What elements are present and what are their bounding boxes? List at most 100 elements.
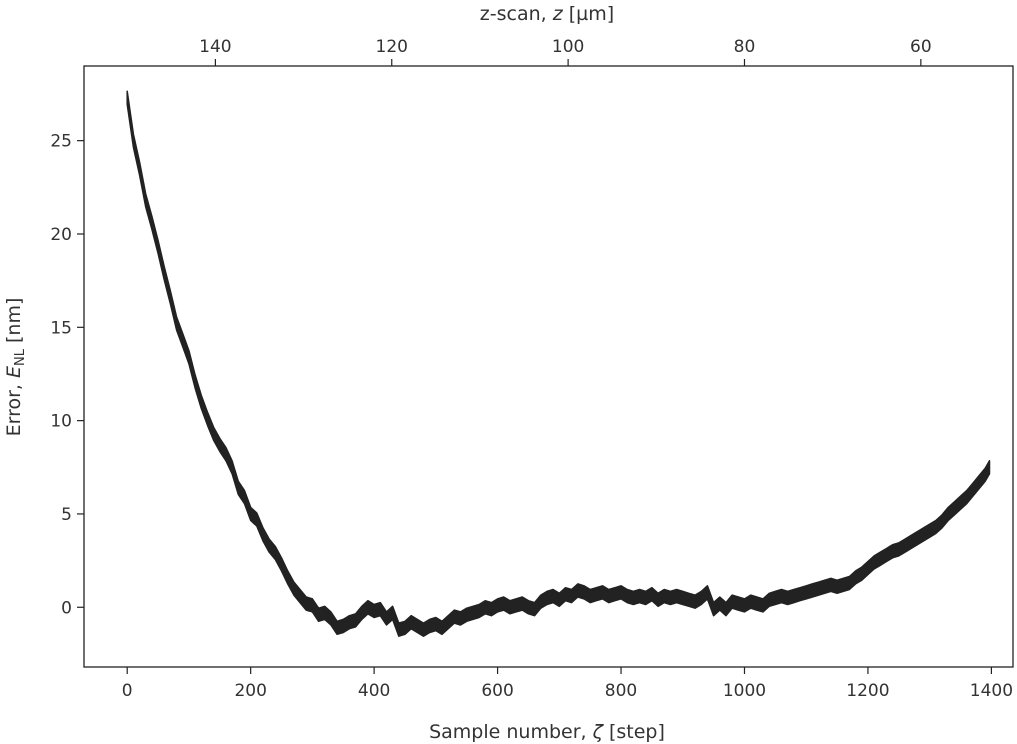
- top-x-tick-label: 80: [734, 37, 756, 57]
- data-point: [793, 595, 795, 597]
- data-point: [151, 222, 153, 224]
- data-point: [527, 606, 530, 608]
- data-point: [780, 595, 783, 597]
- data-point: [966, 496, 968, 498]
- data-point: [472, 612, 474, 614]
- data-point: [731, 601, 733, 603]
- data-point: [898, 548, 900, 551]
- data-point: [743, 604, 746, 607]
- data-point: [651, 593, 653, 595]
- series-layer: [126, 90, 991, 637]
- data-point: [231, 466, 233, 468]
- data-point: [922, 533, 925, 536]
- bottom-x-axis: 0 200 400 600 800 1000 1200 1400: [122, 667, 1013, 701]
- data-point: [540, 601, 542, 603]
- data-point: [916, 537, 918, 539]
- plot-frame: [83, 65, 1014, 668]
- y-tick-label: 20: [50, 225, 72, 245]
- data-point: [243, 496, 246, 498]
- data-point: [706, 591, 709, 593]
- data-point: [929, 530, 931, 532]
- data-point: [632, 597, 635, 599]
- data-point: [577, 589, 579, 592]
- data-point: [429, 625, 431, 627]
- y-tick-label: 15: [50, 318, 72, 338]
- data-point: [830, 584, 832, 586]
- top-x-tick-label: 120: [376, 37, 408, 57]
- data-point: [818, 588, 820, 590]
- data-point: [626, 595, 628, 597]
- top-x-axis-label: z-scan, z [µm]: [480, 3, 614, 25]
- data-point: [256, 518, 258, 521]
- data-point: [571, 595, 573, 597]
- data-point: [855, 576, 857, 579]
- data-point: [157, 246, 159, 248]
- data-point: [867, 567, 869, 569]
- data-point: [280, 563, 283, 565]
- data-point: [534, 608, 536, 610]
- data-point: [589, 595, 591, 597]
- data-point: [910, 541, 912, 543]
- data-point: [558, 599, 560, 601]
- data-point: [348, 621, 350, 623]
- data-point: [459, 617, 462, 620]
- data-point: [638, 595, 641, 597]
- data-point: [848, 582, 851, 584]
- data-point: [984, 474, 986, 476]
- data-point: [398, 629, 400, 631]
- data-point: [663, 595, 665, 597]
- data-point: [447, 621, 449, 623]
- data-point: [583, 591, 585, 593]
- data-point: [139, 168, 141, 170]
- data-point: [250, 513, 252, 515]
- data-point: [416, 625, 418, 627]
- data-point: [441, 627, 443, 629]
- data-point: [836, 586, 838, 588]
- data-point: [601, 591, 604, 593]
- data-point: [688, 599, 690, 601]
- x-tick-label: 0: [122, 681, 133, 701]
- data-point: [466, 614, 468, 616]
- x-tick-label: 200: [234, 681, 266, 701]
- data-point: [756, 602, 758, 605]
- data-point: [657, 599, 659, 601]
- y-tick-label: 10: [50, 412, 72, 432]
- data-point: [614, 593, 616, 595]
- data-point: [768, 599, 770, 601]
- data-point: [552, 595, 554, 597]
- data-point: [805, 591, 807, 593]
- data-point: [318, 614, 320, 616]
- y-tick-label: 0: [61, 598, 72, 618]
- top-x-tick-label: 140: [199, 37, 231, 57]
- x-tick-label: 800: [605, 681, 637, 701]
- y-tick-label: 5: [61, 505, 72, 525]
- data-point: [892, 550, 894, 552]
- data-point: [293, 588, 295, 590]
- data-point: [200, 401, 202, 403]
- data-point: [435, 623, 437, 625]
- x-axis-label: Sample number, ζ [step]: [429, 721, 665, 743]
- x-tick-label: 400: [358, 681, 390, 701]
- top-x-tick-label: 100: [552, 37, 584, 57]
- data-point: [392, 612, 394, 614]
- data-point: [676, 595, 678, 597]
- data-point: [885, 554, 888, 556]
- data-point: [484, 606, 486, 608]
- data-point: [811, 589, 814, 592]
- data-point: [564, 593, 567, 595]
- data-point: [355, 619, 357, 621]
- data-point: [953, 507, 956, 509]
- data-point: [873, 561, 875, 564]
- data-point: [213, 433, 215, 435]
- data-point: [169, 296, 171, 298]
- data-point: [978, 481, 980, 483]
- data-point: [988, 466, 991, 468]
- data-point: [287, 576, 289, 579]
- data-point: [453, 616, 455, 618]
- data-point: [503, 602, 505, 605]
- data-point: [330, 617, 332, 620]
- data-point: [713, 608, 715, 610]
- data-point: [546, 597, 548, 599]
